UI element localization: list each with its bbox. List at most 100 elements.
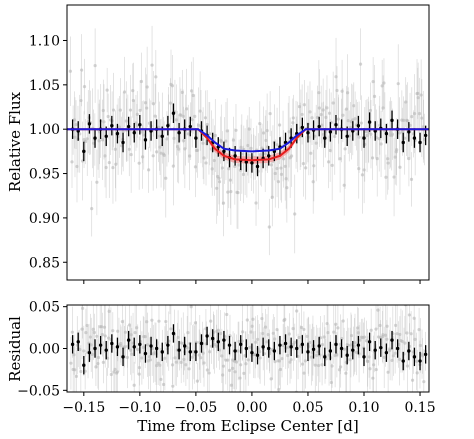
raw-point (143, 335, 147, 339)
top-model-lines (67, 128, 429, 162)
raw-point (422, 380, 426, 384)
raw-point (293, 212, 297, 216)
raw-point (173, 356, 177, 360)
raw-point (159, 151, 163, 155)
raw-point (333, 134, 337, 139)
raw-point (190, 355, 194, 359)
raw-point (169, 327, 173, 331)
raw-point (135, 112, 139, 116)
raw-point (340, 89, 344, 93)
binned-point (255, 164, 260, 169)
raw-point (365, 133, 369, 138)
raw-point (118, 108, 122, 112)
raw-point (154, 364, 159, 368)
blue-model-line (67, 128, 429, 153)
raw-point (147, 121, 152, 125)
binned-point (233, 154, 237, 158)
raw-point (313, 363, 317, 367)
binned-point (356, 343, 361, 347)
raw-point (237, 163, 241, 167)
raw-point (226, 358, 230, 362)
raw-point (151, 102, 156, 106)
raw-point (224, 139, 228, 143)
raw-point (239, 145, 243, 150)
raw-point (147, 168, 151, 172)
binned-point (334, 342, 338, 347)
raw-point (104, 165, 108, 170)
raw-point (382, 355, 386, 360)
x-tick-label: −0.15 (62, 400, 105, 416)
binned-point (362, 136, 366, 140)
raw-point (420, 354, 425, 358)
raw-point (342, 347, 346, 351)
raw-point (129, 152, 133, 157)
raw-point (278, 123, 282, 127)
raw-point (345, 91, 350, 95)
binned-point (239, 342, 243, 347)
raw-point (268, 112, 272, 116)
binned-point (311, 347, 316, 352)
raw-point (72, 118, 77, 122)
binned-point (328, 349, 333, 353)
x-tick-label: 0.00 (236, 400, 267, 416)
binned-point (401, 140, 405, 145)
raw-point (136, 347, 140, 352)
binned-point (121, 355, 125, 359)
binned-point (132, 345, 136, 349)
raw-point (277, 387, 281, 392)
binned-point (160, 350, 164, 354)
raw-point (400, 130, 404, 134)
raw-point (184, 363, 188, 367)
raw-point (297, 335, 301, 340)
x-tick-label: 0.10 (348, 400, 379, 416)
raw-point (378, 323, 382, 328)
raw-point (170, 84, 174, 88)
binned-point (104, 348, 108, 352)
raw-point (386, 157, 390, 161)
raw-point (371, 79, 375, 84)
raw-point (302, 371, 306, 375)
raw-point (141, 345, 145, 349)
binned-point (210, 336, 215, 341)
binned-point (244, 346, 249, 351)
raw-point (185, 107, 189, 111)
raw-point (355, 326, 360, 330)
raw-point (309, 151, 313, 155)
raw-point (317, 106, 321, 110)
raw-point (330, 163, 334, 167)
raw-point (74, 374, 78, 378)
binned-point (317, 344, 321, 348)
raw-point (285, 186, 289, 190)
raw-point (358, 62, 363, 66)
raw-point (171, 384, 175, 388)
raw-point (327, 160, 331, 164)
raw-point (78, 132, 82, 136)
binned-point (138, 123, 142, 127)
binned-point (384, 131, 389, 136)
raw-point (263, 325, 268, 329)
raw-point (79, 369, 83, 374)
raw-point (95, 334, 99, 338)
binned-point (283, 341, 288, 346)
raw-point (148, 358, 153, 362)
raw-point (82, 84, 87, 89)
raw-point (90, 207, 94, 211)
raw-point (229, 383, 233, 387)
raw-point (101, 108, 105, 113)
binned-point (126, 338, 131, 342)
raw-point (132, 383, 136, 387)
raw-point (379, 142, 383, 146)
raw-point (73, 368, 77, 372)
binned-point (104, 134, 108, 138)
raw-point (219, 139, 223, 144)
raw-point (358, 338, 362, 342)
raw-point (114, 162, 118, 166)
raw-point (96, 355, 101, 360)
raw-point (182, 138, 186, 143)
binned-point (216, 340, 221, 344)
raw-point (271, 331, 275, 335)
raw-point (228, 178, 233, 182)
y-tick-label: 1.00 (29, 122, 60, 138)
y-tick-label: 0.85 (29, 255, 60, 271)
raw-point (74, 122, 78, 127)
